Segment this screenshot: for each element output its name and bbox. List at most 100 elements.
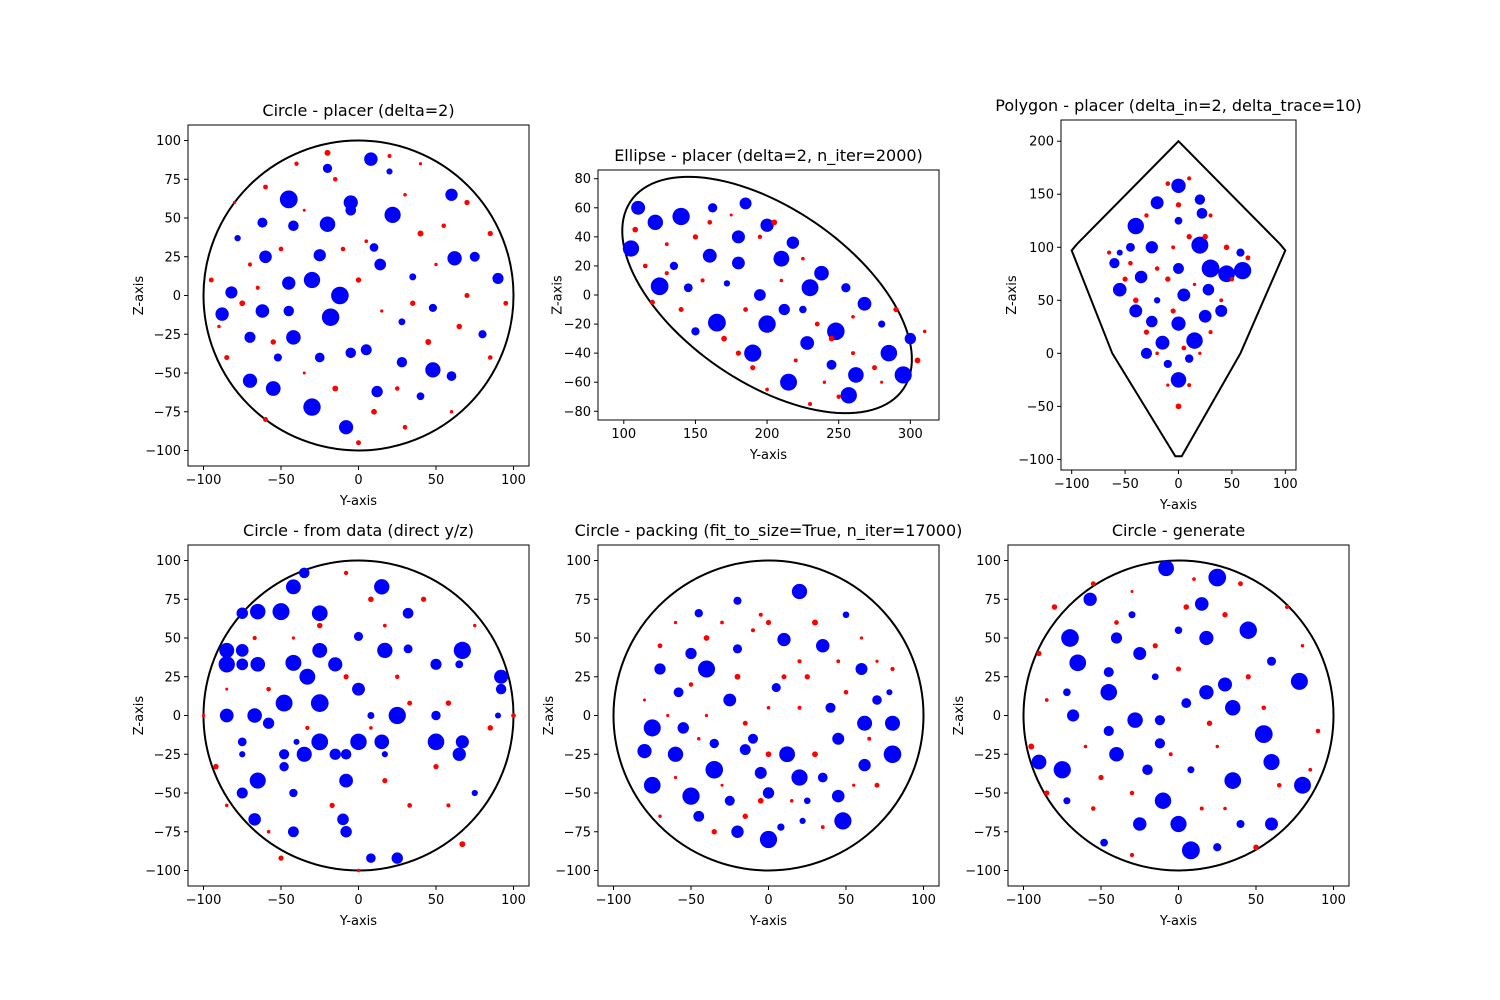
x-tick-label: −100	[186, 473, 222, 488]
blue-point	[275, 694, 293, 712]
y-axis-label: Z-axis	[542, 696, 557, 736]
blue-point	[1218, 677, 1232, 692]
blue-point	[733, 596, 742, 605]
x-tick-label: 50	[428, 893, 445, 908]
red-point	[721, 335, 727, 342]
x-axis-label: Y-axis	[1159, 914, 1197, 929]
red-point	[1181, 345, 1187, 351]
blue-point	[780, 373, 798, 391]
blue-point	[425, 362, 441, 378]
blue-point	[416, 392, 425, 401]
red-point	[266, 829, 271, 834]
blue-point	[391, 852, 403, 864]
blue-point	[858, 758, 871, 772]
y-tick-label: −50	[974, 787, 1001, 802]
red-point	[867, 736, 872, 741]
blue-point	[455, 660, 464, 669]
red-point	[224, 803, 229, 808]
blue-point	[759, 830, 778, 849]
blue-point	[273, 353, 282, 362]
blue-point	[396, 356, 408, 368]
blue-point	[386, 168, 393, 175]
red-point	[511, 713, 516, 718]
blue-point	[398, 318, 406, 326]
red-point	[890, 666, 895, 672]
y-tick-label: −75	[564, 825, 591, 840]
y-tick-label: 200	[1029, 135, 1054, 150]
red-point	[1208, 330, 1213, 335]
boundary-ellipse	[621, 175, 913, 415]
blue-point	[218, 656, 235, 673]
red-point	[329, 802, 335, 809]
red-point	[1308, 767, 1313, 772]
blue-point	[669, 261, 679, 271]
red-point	[893, 306, 899, 313]
y-tick-label: −50	[154, 367, 181, 382]
blue-point	[242, 373, 258, 388]
blue-point	[685, 647, 697, 660]
blue-point	[1163, 359, 1172, 369]
red-point	[1170, 308, 1176, 314]
x-tick-label: −50	[267, 473, 294, 488]
blue-point	[1134, 270, 1148, 284]
blue-point	[322, 163, 333, 174]
blue-point	[677, 722, 689, 734]
red-point	[208, 277, 214, 283]
blue-point	[724, 795, 735, 806]
blue-point	[446, 371, 457, 381]
blue-point	[360, 344, 372, 356]
plot-area	[201, 559, 516, 873]
red-point	[369, 726, 373, 730]
x-tick-label: 0	[354, 473, 362, 488]
red-point	[410, 300, 416, 306]
blue-point	[723, 280, 731, 287]
y-axis-label: Z-axis	[1005, 275, 1020, 315]
blue-point	[1173, 263, 1184, 274]
red-point	[503, 300, 509, 306]
red-point	[456, 323, 463, 330]
blue-point	[1294, 776, 1311, 794]
blue-point	[872, 695, 882, 705]
y-tick-label: 75	[164, 173, 181, 188]
red-point	[1165, 276, 1171, 282]
blue-point	[1170, 372, 1187, 388]
red-point	[743, 307, 748, 312]
blue-point	[1103, 725, 1114, 737]
blue-point	[430, 658, 442, 670]
x-tick-label: 0	[1174, 893, 1182, 908]
blue-point	[1127, 712, 1143, 728]
blue-point	[1112, 282, 1127, 297]
y-tick-label: −50	[154, 787, 181, 802]
red-point	[804, 674, 810, 680]
blue-point	[801, 279, 819, 297]
y-tick-label: −50	[564, 787, 591, 802]
y-tick-label: 150	[1029, 188, 1054, 203]
blue-point	[1150, 196, 1164, 210]
blue-point	[1154, 715, 1165, 726]
red-point	[473, 623, 477, 628]
red-point	[278, 246, 284, 252]
blue-point	[447, 251, 462, 266]
blue-point	[771, 683, 781, 693]
red-point	[797, 705, 802, 710]
red-point	[1192, 282, 1197, 287]
blue-point	[339, 773, 353, 788]
red-point	[1165, 181, 1171, 186]
boundary-circle	[612, 559, 925, 872]
blue-point	[371, 385, 383, 398]
blue-point	[840, 387, 857, 404]
y-tick-label: −25	[154, 748, 181, 763]
red-point	[1107, 250, 1112, 255]
blue-point	[219, 708, 234, 723]
red-point	[395, 674, 400, 679]
blue-point	[285, 579, 301, 595]
y-tick-label: −50	[1027, 400, 1054, 415]
red-point	[407, 803, 413, 808]
red-point	[1219, 298, 1224, 303]
blue-point	[452, 747, 466, 761]
red-point	[294, 161, 299, 166]
blue-point	[1263, 753, 1280, 771]
red-point	[1175, 403, 1182, 410]
blue-point	[1100, 683, 1118, 701]
red-point	[843, 689, 849, 695]
